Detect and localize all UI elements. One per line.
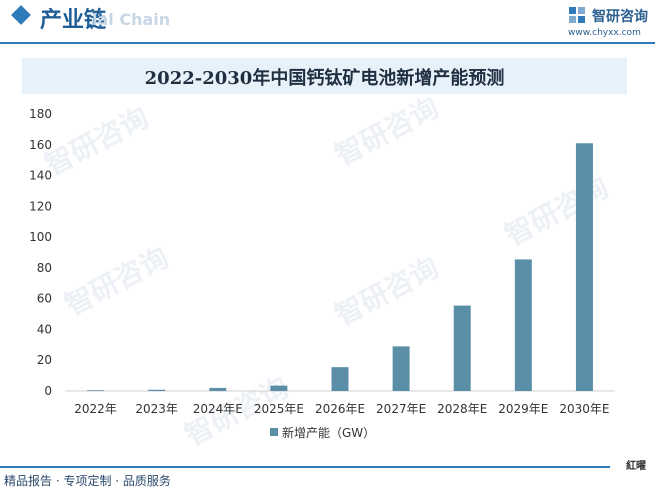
section-subtitle-faded: ial Chain	[92, 10, 171, 29]
y-tick-label: 120	[29, 199, 52, 213]
x-tick-label: 2025年E	[254, 402, 304, 416]
y-tick-label: 180	[29, 107, 52, 121]
x-tick-label: 2026年E	[315, 402, 365, 416]
x-tick-label: 2027年E	[376, 402, 426, 416]
brand-logo-icon	[569, 7, 585, 23]
x-tick-label: 2023年	[135, 402, 178, 416]
header: 产业链 ial Chain 智研咨询 www.chyxx.com	[0, 0, 655, 40]
bar	[575, 143, 593, 391]
bar	[453, 305, 471, 391]
footer-divider	[0, 466, 610, 468]
bar	[209, 387, 227, 391]
section-title: 产业链	[40, 8, 107, 33]
y-tick-label: 80	[37, 261, 52, 275]
x-tick-label: 2022年	[74, 402, 117, 416]
bar	[87, 390, 105, 391]
y-tick-label: 0	[44, 384, 52, 398]
x-tick-label: 2029年E	[498, 402, 548, 416]
y-tick-label: 140	[29, 169, 52, 183]
y-tick-label: 20	[37, 353, 52, 367]
x-tick-label: 2028年E	[437, 402, 487, 416]
bar	[148, 389, 166, 391]
y-tick-label: 60	[37, 292, 52, 306]
x-tick-label: 2024年E	[193, 402, 243, 416]
footer-text: 精品报告 · 专项定制 · 品质服务	[4, 474, 171, 488]
chart-title: 2022-2030年中国钙钛矿电池新增产能预测	[144, 68, 505, 89]
bar	[514, 259, 532, 391]
footer-mark: 紅曜	[626, 461, 646, 472]
x-tick-label: 2030年E	[559, 402, 609, 416]
legend-label: 新增产能（GW）	[282, 425, 375, 440]
y-tick-label: 160	[29, 138, 52, 152]
bar	[392, 346, 410, 391]
legend-swatch	[270, 428, 278, 436]
bar	[331, 367, 349, 391]
brand-url: www.chyxx.com	[568, 28, 641, 38]
y-tick-label: 40	[37, 322, 52, 336]
y-tick-label: 100	[29, 230, 52, 244]
bar	[270, 385, 288, 391]
brand-name: 智研咨询	[592, 9, 648, 25]
chart-title-band: 2022-2030年中国钙钛矿电池新增产能预测	[22, 58, 627, 94]
header-divider	[0, 42, 655, 44]
